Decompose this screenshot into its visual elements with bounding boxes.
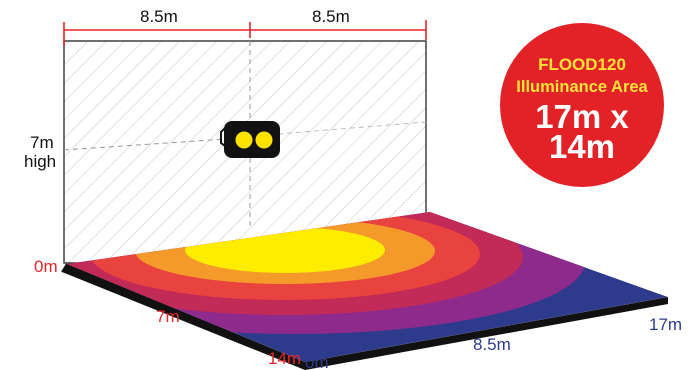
top-label-left: 8.5m	[140, 7, 178, 26]
badge-size-line2: 14m	[549, 128, 615, 165]
badge-product: FLOOD120	[538, 55, 626, 74]
height-guide-line-right	[277, 121, 427, 135]
top-label-right: 8.5m	[312, 7, 350, 26]
badge-size-line1: 17m x	[535, 98, 629, 135]
height-guide-line	[63, 138, 227, 151]
floor-label-zero-bottom: 0m	[305, 353, 329, 370]
height-label-unit: high	[24, 152, 56, 171]
floodlight-icon	[220, 121, 280, 158]
floor-label-mid-width: 8.5m	[473, 335, 511, 354]
illuminance-badge: FLOOD120 Illuminance Area 17m x 14m	[500, 23, 664, 187]
floor-label-zero-top: 0m	[34, 257, 58, 276]
floor-label-width: 17m	[649, 315, 682, 334]
floor-label-mid-depth: 7m	[156, 307, 180, 326]
top-dimension	[63, 20, 427, 46]
badge-subtitle: Illuminance Area	[516, 78, 648, 96]
floor-label-depth: 14m	[268, 349, 301, 368]
height-label-value: 7m	[30, 133, 54, 152]
